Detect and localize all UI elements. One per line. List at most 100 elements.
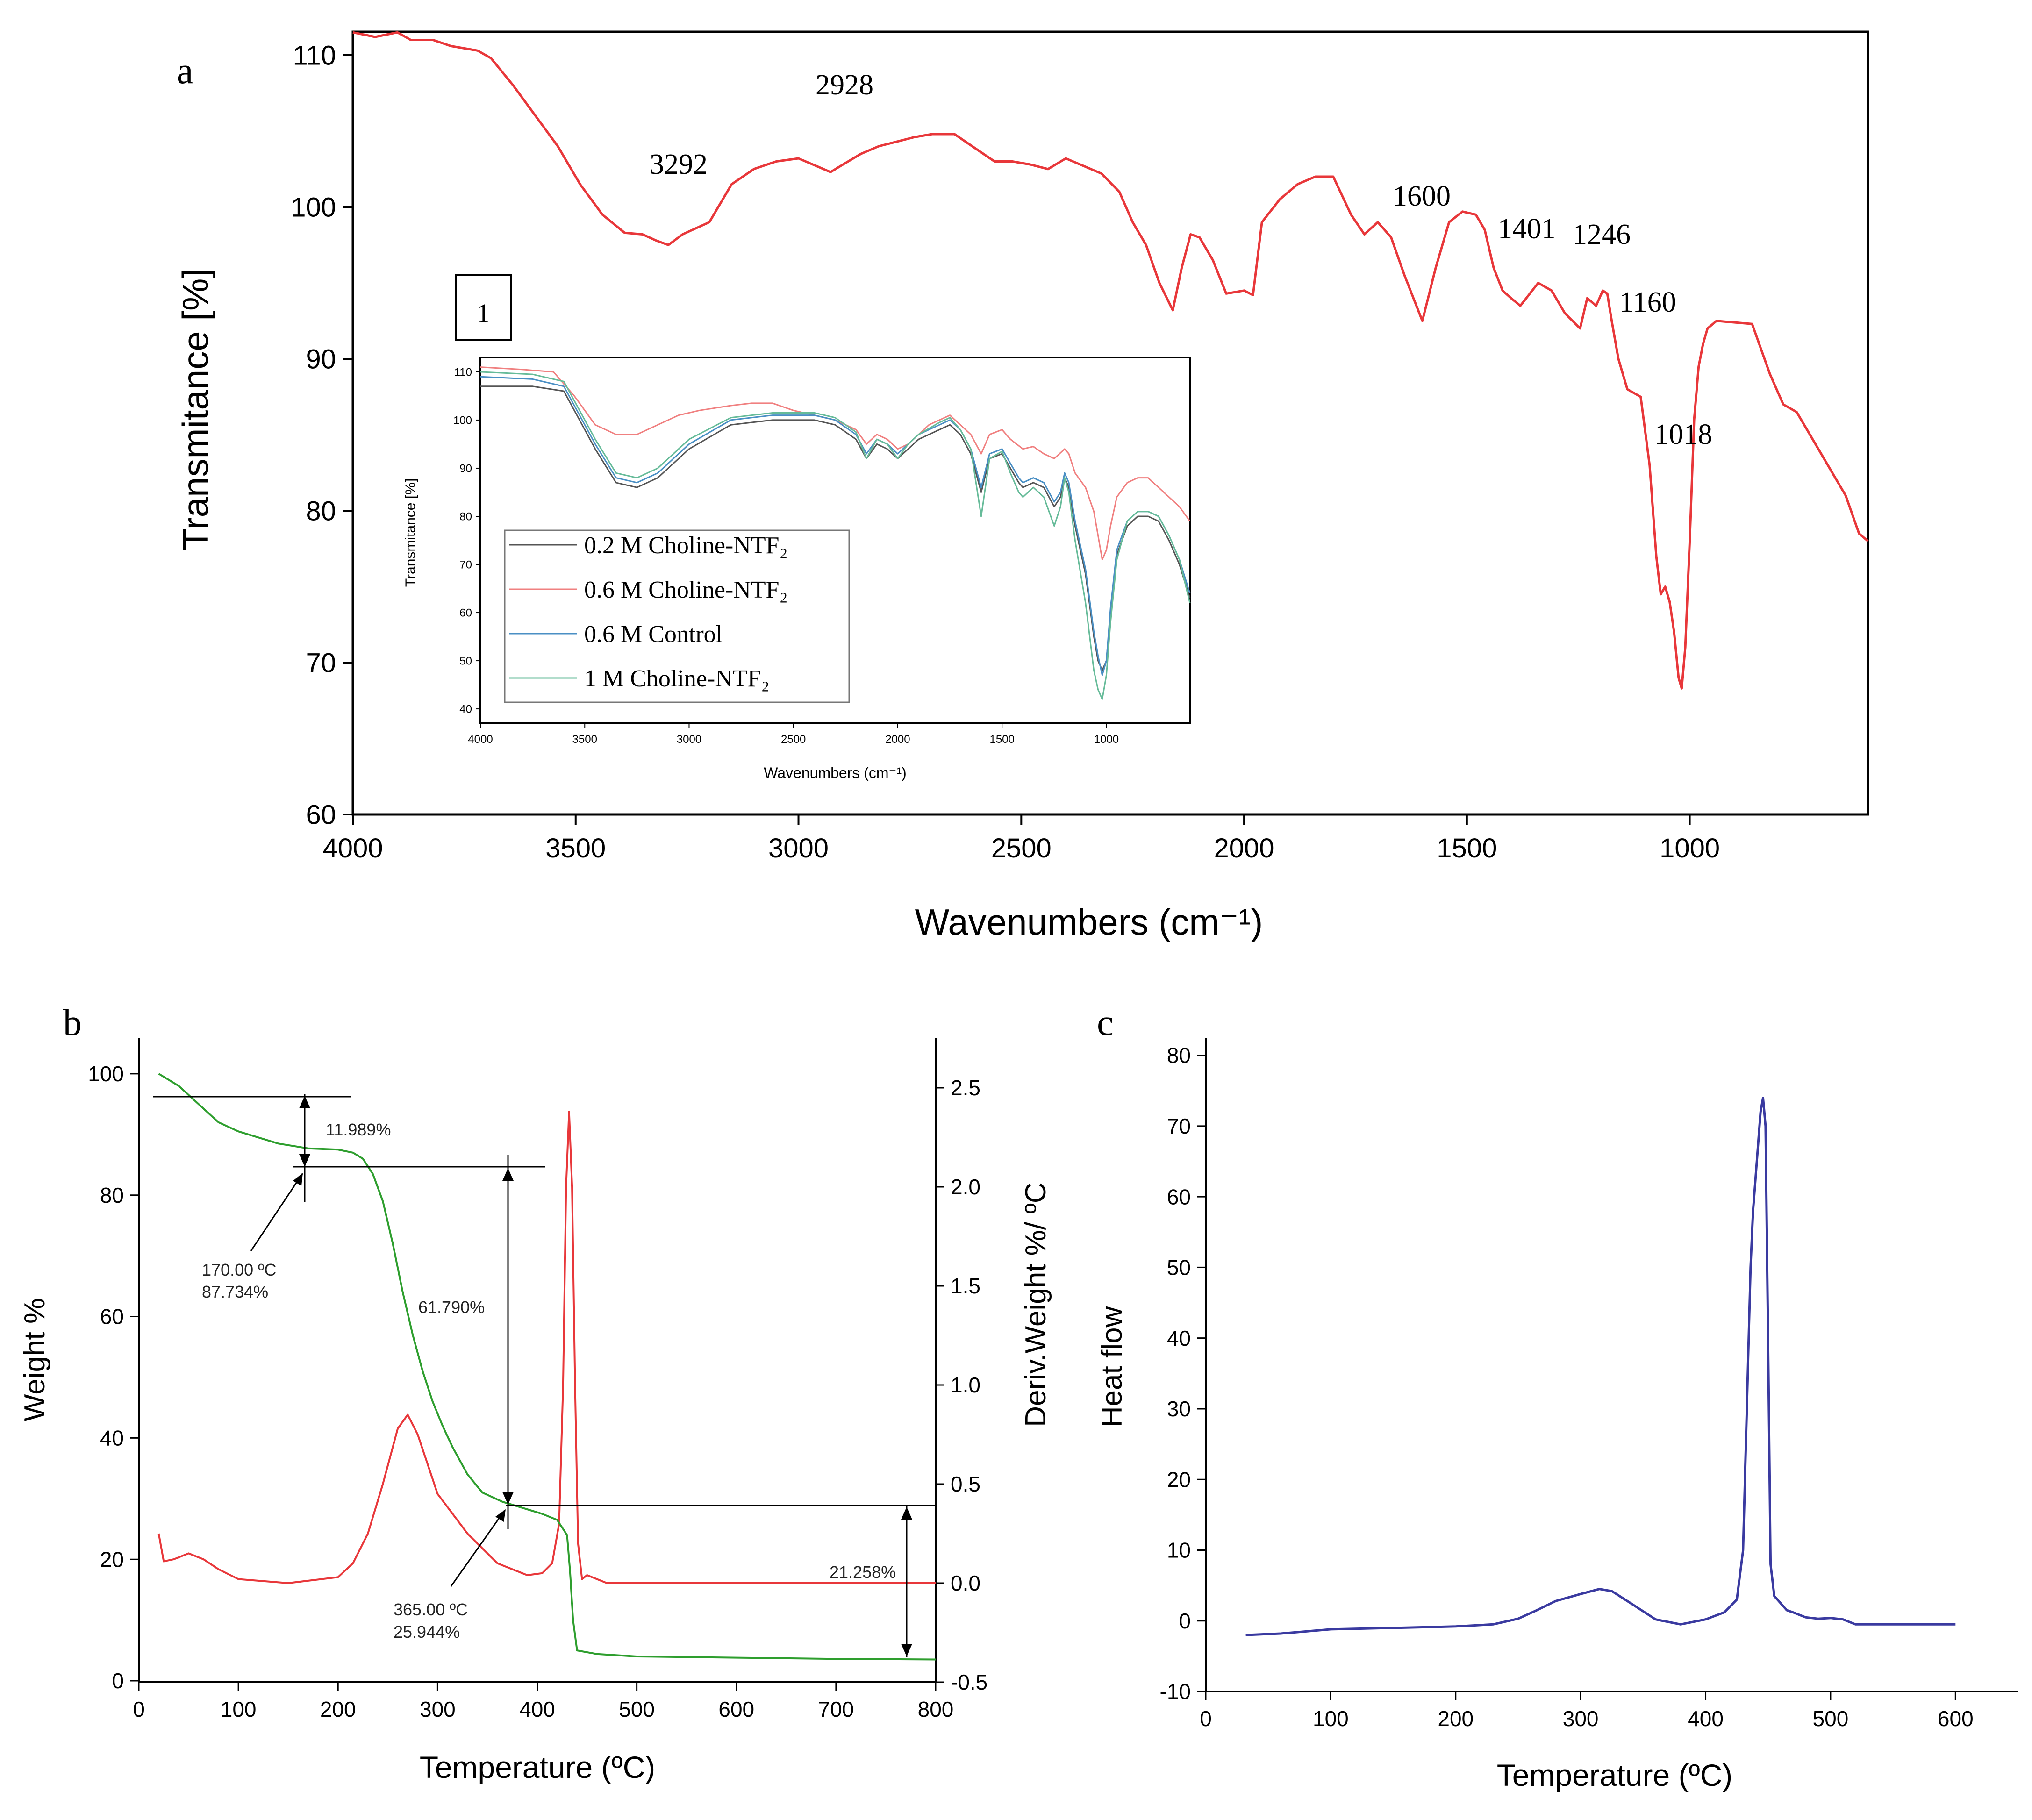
a-x-tick-label-3500: 3500 <box>545 833 606 864</box>
pointer-170 <box>250 1173 303 1251</box>
inset-legend-label-1: 0.6 M Choline-NTF₂ <box>584 577 788 603</box>
c-y-tick-label-50: 50 <box>1167 1256 1191 1280</box>
inset-y-tick-label-110: 110 <box>454 366 472 378</box>
c-x-tick-label-100: 100 <box>1313 1706 1349 1731</box>
a-y-tick-label-70: 70 <box>306 648 336 678</box>
inset-y-tick-label-40: 40 <box>459 703 472 715</box>
y-axis-c: -10 0 10 20 30 40 50 60 70 80 <box>1160 1043 1206 1704</box>
c-y-tick-label-10: 10 <box>1167 1538 1191 1563</box>
chart-c: -10 0 10 20 30 40 50 60 70 80 0 100 200 300 400 500 600… <box>1096 1038 2018 1792</box>
panel-label-c: c <box>1097 1002 1114 1043</box>
annotation-61790: 61.790% <box>418 1298 485 1317</box>
a-x-tick-label-1500: 1500 <box>1437 833 1497 864</box>
inset-chart: 1 40 50 60 70 80 90 100 110 4000 3500 3000 2500 200… <box>403 274 1191 781</box>
c-x-tick-label-0: 0 <box>1200 1706 1212 1731</box>
arrowhead-1-top <box>299 1096 310 1108</box>
arrowhead-3-top <box>901 1507 912 1520</box>
a-x-tick-label-1000: 1000 <box>1660 833 1720 864</box>
b-y-tick-label-80: 80 <box>100 1183 124 1207</box>
inset-x-tick-label-3000: 3000 <box>677 733 701 746</box>
inset-x-axis: 4000 3500 3000 2500 2000 1500 1000 <box>468 723 1119 746</box>
peak-label-1246: 1246 <box>1573 219 1631 250</box>
annotation-25944: 25.944% <box>394 1622 460 1642</box>
inset-x-tick-label-4000: 4000 <box>468 733 493 746</box>
y-axis-label-b: Weight % <box>19 1298 51 1421</box>
inset-series-line-1 <box>480 366 1191 561</box>
inset-y-tick-label-100: 100 <box>453 414 472 427</box>
b-y-tick-label-0: 0 <box>112 1669 124 1693</box>
b-y-tick-label-20: 20 <box>100 1547 124 1571</box>
arrowhead-pointer-365 <box>495 1509 506 1522</box>
inset-series-line-3 <box>480 371 1191 700</box>
b-x-tick-label-500: 500 <box>619 1697 655 1721</box>
inset-legend-label-3: 1 M Choline-NTF₂ <box>584 665 770 692</box>
annotation-87734: 87.734% <box>202 1282 268 1301</box>
a-y-tick-label-80: 80 <box>306 496 336 526</box>
inset-legend-box <box>504 529 850 703</box>
series-line-deriv-weight <box>157 1110 936 1584</box>
b-x-tick-label-400: 400 <box>519 1697 555 1721</box>
peak-annotations-a: 3292 2928 1600 1401 1246 1160 1018 <box>650 69 1712 450</box>
y-axis-label-c: Heat flow <box>1096 1306 1128 1427</box>
inset-legend-label-2: 0.6 M Control <box>584 621 723 648</box>
annotation-170c: 170.00 ºC <box>202 1260 276 1279</box>
inset-label-box <box>455 274 512 341</box>
c-x-tick-label-600: 600 <box>1938 1706 1974 1731</box>
b-y2-tick-label-1: 1.0 <box>951 1373 980 1397</box>
arrowhead-2-bottom <box>502 1492 514 1505</box>
a-y-tick-label-60: 60 <box>306 799 336 830</box>
x-axis-c: 0 100 200 300 400 500 600 <box>1200 1692 1974 1731</box>
b-x-tick-label-600: 600 <box>718 1697 754 1721</box>
a-y-tick-label-90: 90 <box>306 344 336 374</box>
peak-label-2928: 2928 <box>816 69 873 101</box>
arrowhead-pointer-170 <box>293 1173 303 1186</box>
inset-y-tick-label-70: 70 <box>459 558 472 571</box>
b-y2-tick-label-1.5: 1.5 <box>951 1274 980 1298</box>
y-axis-label-a: Transmitance [%] <box>175 268 216 550</box>
peak-label-1600: 1600 <box>1393 180 1451 212</box>
inset-y-tick-label-50: 50 <box>459 655 472 667</box>
inset-series <box>480 366 1191 700</box>
y2-axis-label-b: Deriv.Weight %/ ºC <box>1020 1182 1052 1427</box>
b-y2-tick-label-2: 2.0 <box>951 1175 980 1199</box>
panel-label-a: a <box>177 50 193 92</box>
b-x-tick-label-300: 300 <box>420 1697 456 1721</box>
b-x-tick-label-800: 800 <box>918 1697 954 1721</box>
b-y-tick-label-100: 100 <box>88 1062 124 1086</box>
b-y-tick-label-60: 60 <box>100 1305 124 1329</box>
peak-label-1401: 1401 <box>1498 213 1556 245</box>
inset-y-axis-label: Transmitance [%] <box>403 478 418 587</box>
a-x-tick-label-3000: 3000 <box>768 833 829 864</box>
y-axis-b: 0 20 40 60 80 100 <box>88 1062 139 1693</box>
tga-step-markers <box>153 1094 936 1657</box>
y2-axis-b: -0.5 0.0 0.5 1.0 1.5 2.0 2.5 <box>936 1076 987 1694</box>
c-y-tick-label-70: 70 <box>1167 1114 1191 1138</box>
annotation-11989: 11.989% <box>326 1120 391 1139</box>
inset-x-axis-label: Wavenumbers (cm⁻¹) <box>764 764 907 781</box>
b-x-tick-label-200: 200 <box>320 1697 356 1721</box>
arrowhead-3-bottom <box>901 1644 912 1656</box>
x-axis-a: 4000 3500 3000 2500 2000 1500 1000 <box>322 814 1720 864</box>
c-x-tick-label-400: 400 <box>1688 1706 1724 1731</box>
chart-a: 60 70 80 90 100 110 4000 3500 3000 2500 2000 1500 1… <box>175 30 1869 942</box>
inset-x-tick-label-1500: 1500 <box>989 733 1014 746</box>
x-axis-label-c: Temperature (ºC) <box>1497 1758 1733 1792</box>
inset-legend-label-0: 0.2 M Choline-NTF₂ <box>584 532 788 559</box>
inset-label: 1 <box>477 298 490 328</box>
arrowhead-2-top <box>502 1168 514 1181</box>
inset-y-tick-label-90: 90 <box>459 462 472 475</box>
inset-series-line-2 <box>480 376 1191 676</box>
inset-y-tick-label-80: 80 <box>459 510 472 523</box>
panel-label-b: b <box>63 1002 82 1043</box>
c-y-tick-label-60: 60 <box>1167 1185 1191 1209</box>
b-y-tick-label-40: 40 <box>100 1426 124 1450</box>
a-x-tick-label-2000: 2000 <box>1214 833 1274 864</box>
a-x-tick-label-4000: 4000 <box>322 833 383 864</box>
pointer-365 <box>450 1510 506 1587</box>
inset-y-axis: 40 50 60 70 80 90 100 110 <box>453 366 480 715</box>
inset-y-tick-label-60: 60 <box>459 607 472 619</box>
b-x-tick-label-0: 0 <box>133 1697 145 1721</box>
peak-label-1018: 1018 <box>1654 419 1712 450</box>
c-x-tick-label-500: 500 <box>1813 1706 1849 1731</box>
